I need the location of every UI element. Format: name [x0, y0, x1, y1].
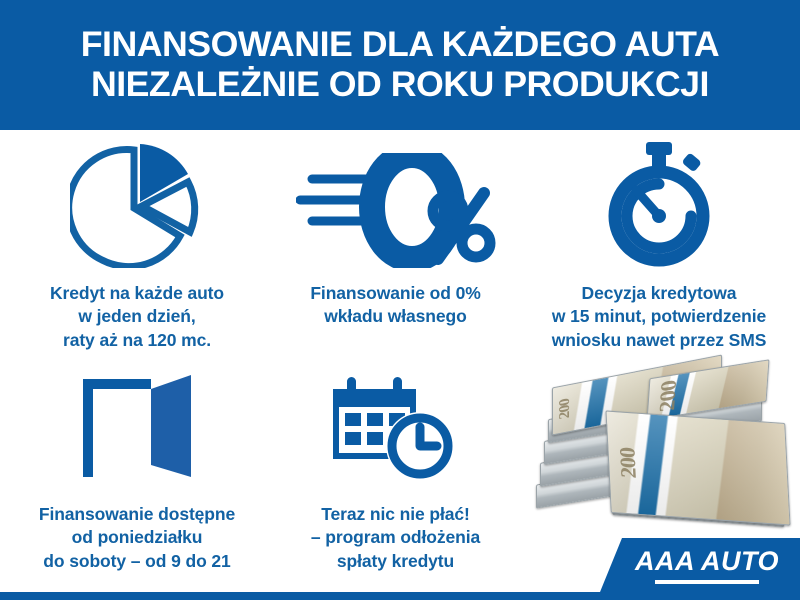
- feature-grid: Kredyt na każde auto w jeden dzień, raty…: [0, 130, 800, 592]
- zero-percent-icon: [295, 138, 496, 268]
- calendar-clock-icon: [331, 365, 461, 485]
- feature-caption: Finansowanie od 0% wkładu własnego: [310, 283, 481, 327]
- header-banner: FINANSOWANIE DLA KAŻDEGO AUTA NIEZALEŻNI…: [0, 0, 800, 130]
- logo-underline: [655, 580, 759, 584]
- stopwatch-icon: [596, 138, 722, 268]
- feature-caption: Decyzja kredytowa w 15 minut, potwierdze…: [551, 283, 767, 350]
- feature-item-deferred-payment: Teraz nic nie płać! – program odłożenia …: [268, 365, 523, 590]
- feature-caption: Teraz nic nie płać! – program odłożenia …: [310, 504, 481, 571]
- pie-chart-icon: [70, 138, 204, 268]
- feature-caption: Finansowanie dostępne od poniedziałku do…: [38, 504, 236, 571]
- footer-band: [0, 592, 800, 600]
- headline-line-1: FINANSOWANIE DLA KAŻDEGO AUTA: [80, 25, 720, 65]
- headline-line-2: NIEZALEŻNIE OD ROKU PRODUKCJI: [91, 65, 709, 104]
- banknote-stacks-photo: [530, 354, 792, 535]
- aaa-auto-logo[interactable]: AAA AUTO: [600, 538, 800, 592]
- feature-item-decision-time: Decyzja kredytowa w 15 minut, potwierdze…: [526, 138, 792, 363]
- logo-text: AAA AUTO: [635, 546, 779, 576]
- feature-item-credit: Kredyt na każde auto w jeden dzień, raty…: [8, 138, 266, 363]
- open-door-icon: [73, 365, 201, 485]
- feature-caption: Kredyt na każde auto w jeden dzień, raty…: [49, 283, 225, 350]
- feature-item-zero-percent: Finansowanie od 0% wkładu własnego: [268, 138, 523, 363]
- feature-item-opening-hours: Finansowanie dostępne od poniedziałku do…: [8, 365, 266, 590]
